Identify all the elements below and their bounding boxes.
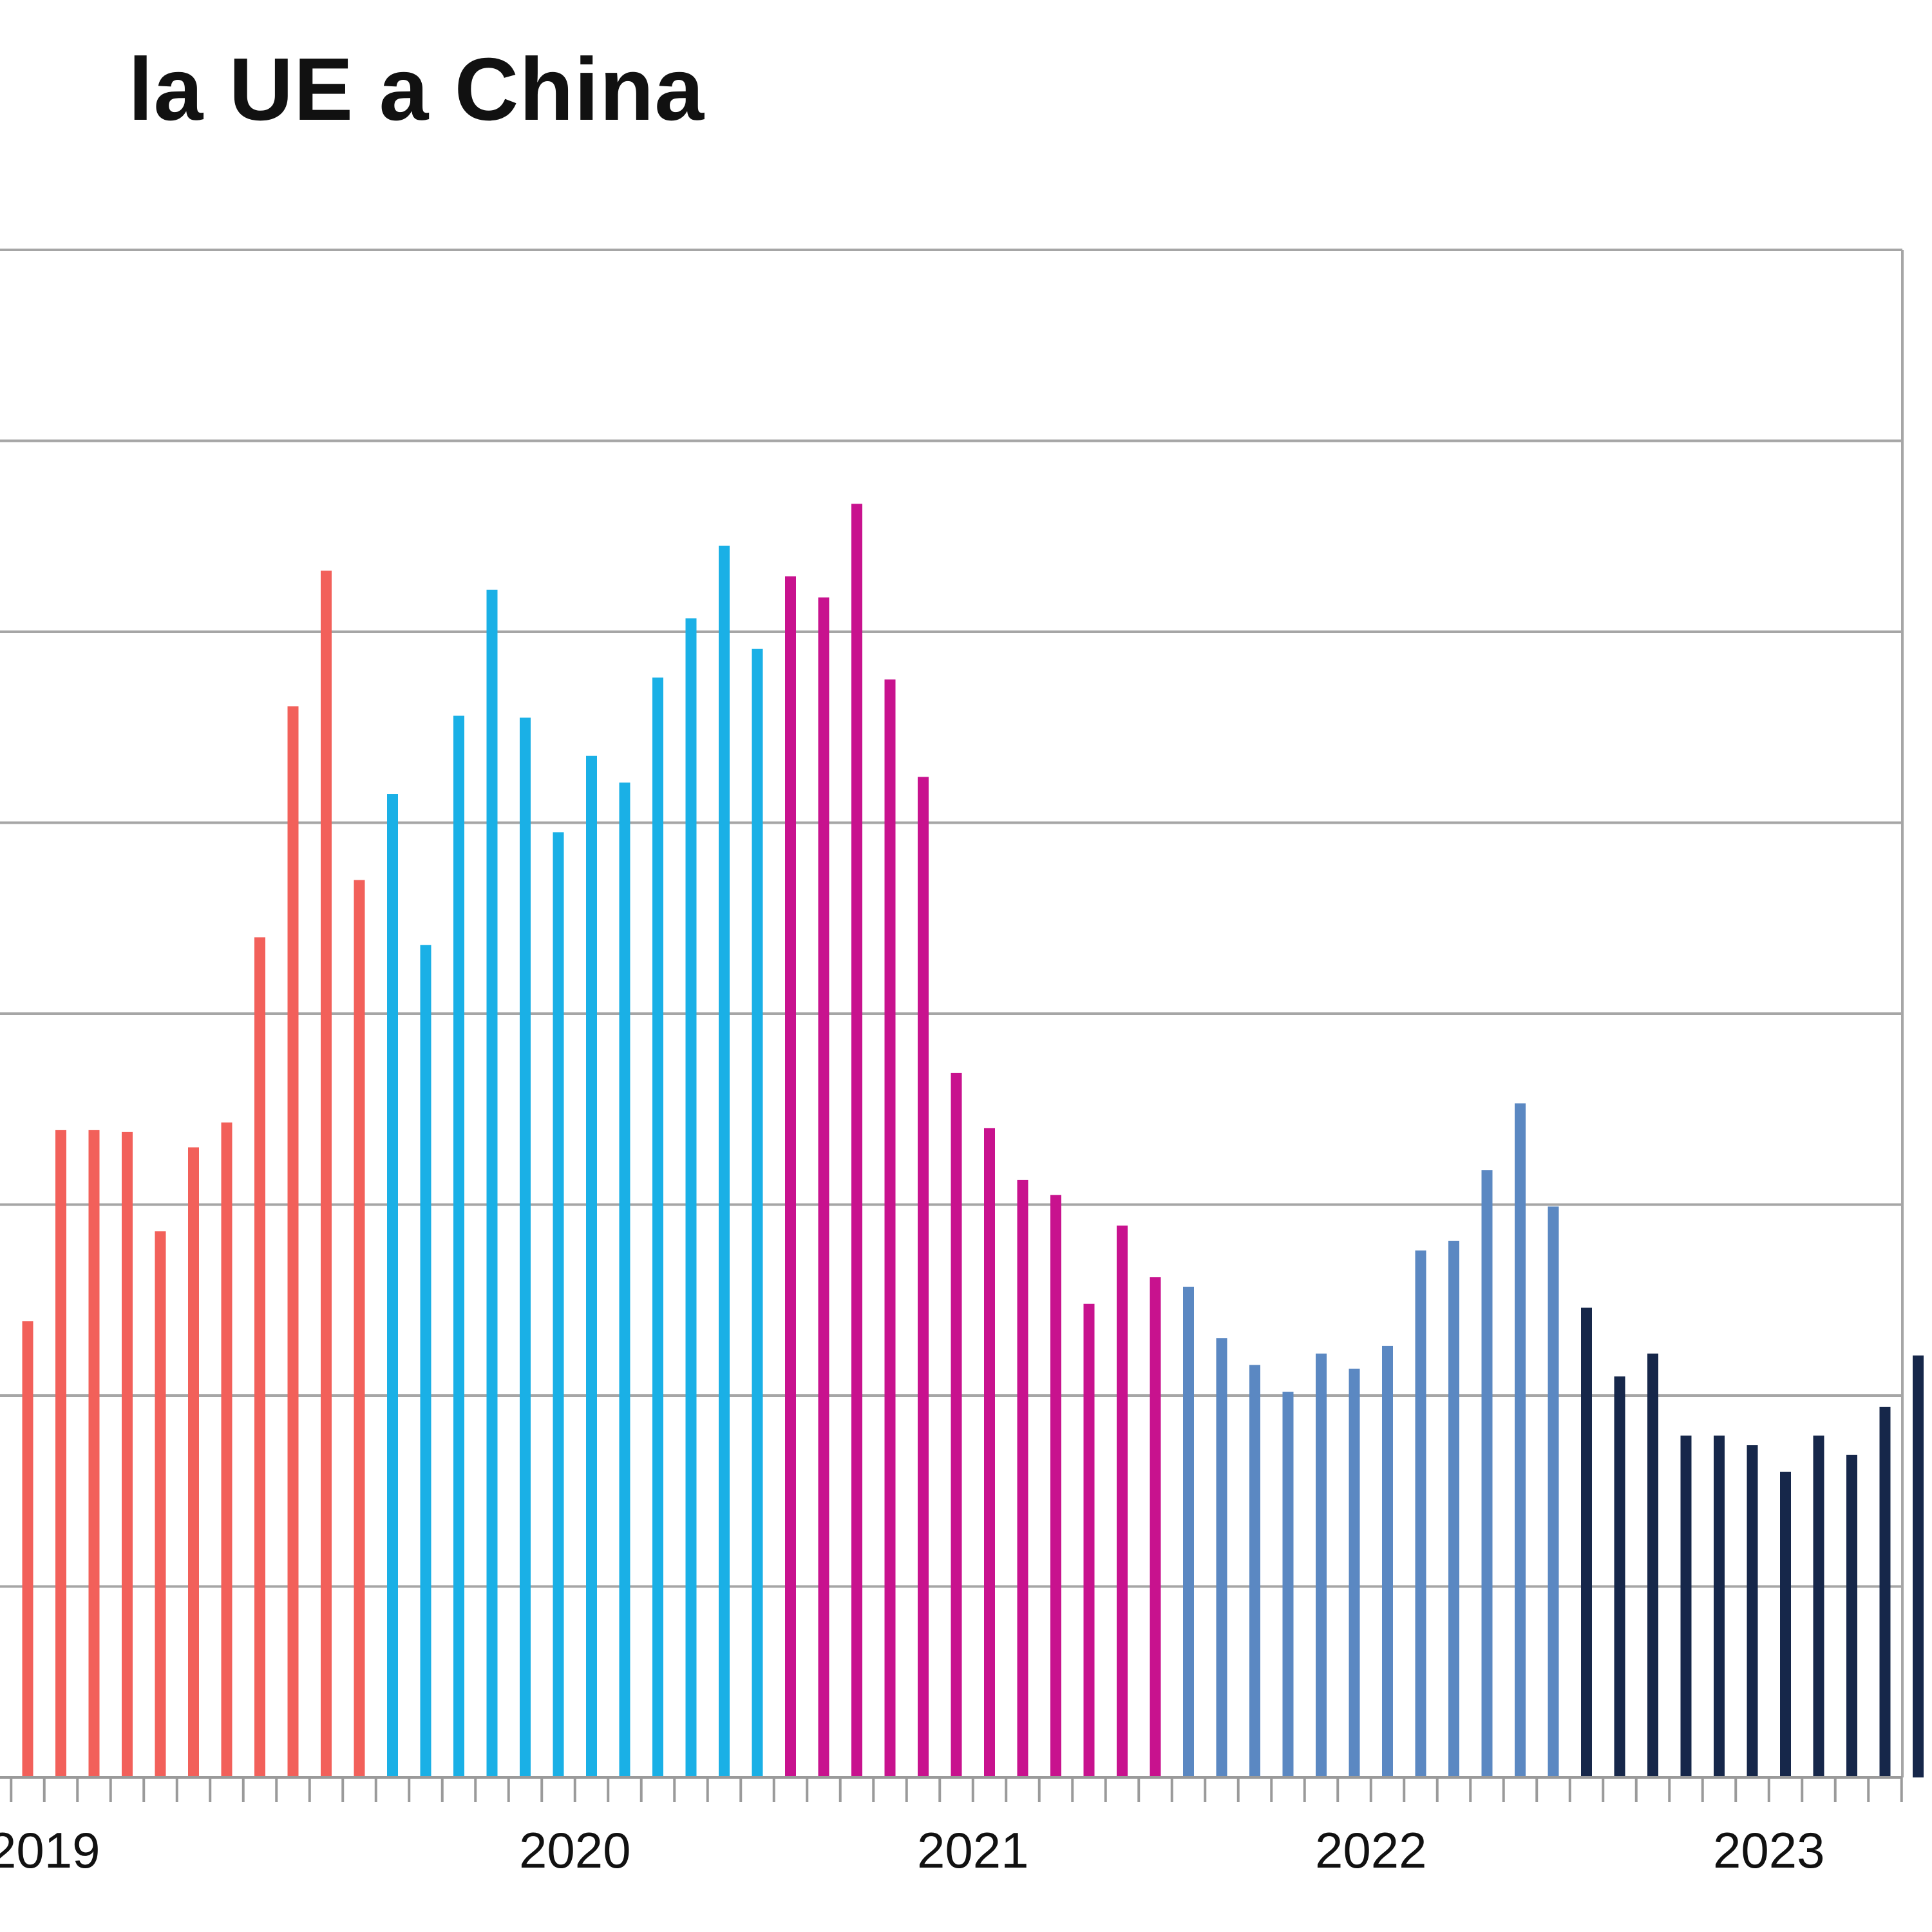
bar-2022	[1481, 1170, 1493, 1777]
bar-2019	[221, 1122, 232, 1777]
bar-2019	[155, 1231, 166, 1777]
bar-2023	[1680, 1435, 1692, 1777]
bar-2019	[88, 1130, 100, 1777]
bar-2021	[951, 1072, 962, 1777]
bar-2023	[1780, 1472, 1791, 1777]
bar-2022	[1415, 1250, 1426, 1777]
bar-2022	[1448, 1240, 1459, 1777]
bar-2022	[1382, 1345, 1393, 1777]
bars	[22, 504, 1924, 1778]
bar-2019	[287, 706, 299, 1777]
bar-2019	[254, 937, 265, 1777]
bar-2019	[22, 1321, 33, 1777]
year-labels: 2019 2020 2021 2022 2023	[0, 1822, 1825, 1879]
x-axis	[0, 1776, 1903, 1802]
bar-2022	[1282, 1392, 1294, 1777]
bar-2022	[1216, 1338, 1227, 1777]
bar-2020	[387, 794, 398, 1777]
bar-2023	[1614, 1376, 1625, 1777]
year-label-2021: 2021	[917, 1822, 1029, 1879]
bar-2021	[1050, 1195, 1061, 1777]
bar-2019	[122, 1132, 133, 1777]
bar-2021	[851, 504, 862, 1777]
bar-2019	[321, 571, 332, 1777]
bar-2020	[553, 832, 564, 1777]
bar-2020	[652, 677, 663, 1777]
bar-2022	[1548, 1206, 1559, 1777]
bar-2021	[918, 777, 929, 1777]
bar-2021	[1083, 1303, 1095, 1777]
bar-2023	[1581, 1307, 1592, 1777]
chart-title: la UE a China	[0, 39, 1095, 142]
bar-2022	[1316, 1353, 1327, 1777]
bar-2022	[1349, 1368, 1360, 1777]
chart-title-text: la UE a China	[128, 40, 705, 139]
bar-2019	[354, 880, 365, 1777]
year-label-2022: 2022	[1315, 1822, 1427, 1879]
bar-2021	[1017, 1179, 1028, 1777]
bar-2023	[1647, 1353, 1658, 1777]
bar-2023	[1913, 1355, 1924, 1777]
bar-2021	[1117, 1226, 1128, 1777]
bar-2020	[619, 782, 630, 1777]
bar-2019	[188, 1147, 199, 1777]
bar-2020	[586, 755, 597, 1777]
bar-2023	[1846, 1454, 1857, 1777]
bar-2021	[884, 679, 896, 1777]
bar-2023	[1747, 1445, 1758, 1777]
bar-2020	[719, 545, 730, 1778]
year-label-2023: 2023	[1713, 1822, 1825, 1879]
bar-2022	[1183, 1286, 1194, 1777]
bar-2023	[1879, 1406, 1891, 1777]
bar-2022	[1515, 1103, 1526, 1777]
bar-2020	[520, 717, 531, 1777]
bar-2020	[453, 715, 464, 1777]
bar-2023	[1813, 1435, 1824, 1777]
bar-2019	[55, 1130, 66, 1777]
bar-2020	[486, 589, 498, 1777]
year-label-2020: 2020	[519, 1822, 631, 1879]
year-label-2019: 2019	[0, 1822, 100, 1879]
bar-2020	[685, 618, 697, 1777]
bar-2021	[785, 576, 796, 1777]
bar-2021	[984, 1128, 995, 1777]
bar-2023	[1714, 1435, 1725, 1777]
bar-2020	[752, 649, 763, 1777]
bar-2022	[1249, 1365, 1260, 1777]
bar-2021	[1150, 1277, 1161, 1777]
bar-2021	[818, 597, 829, 1777]
bar-2020	[420, 945, 431, 1777]
